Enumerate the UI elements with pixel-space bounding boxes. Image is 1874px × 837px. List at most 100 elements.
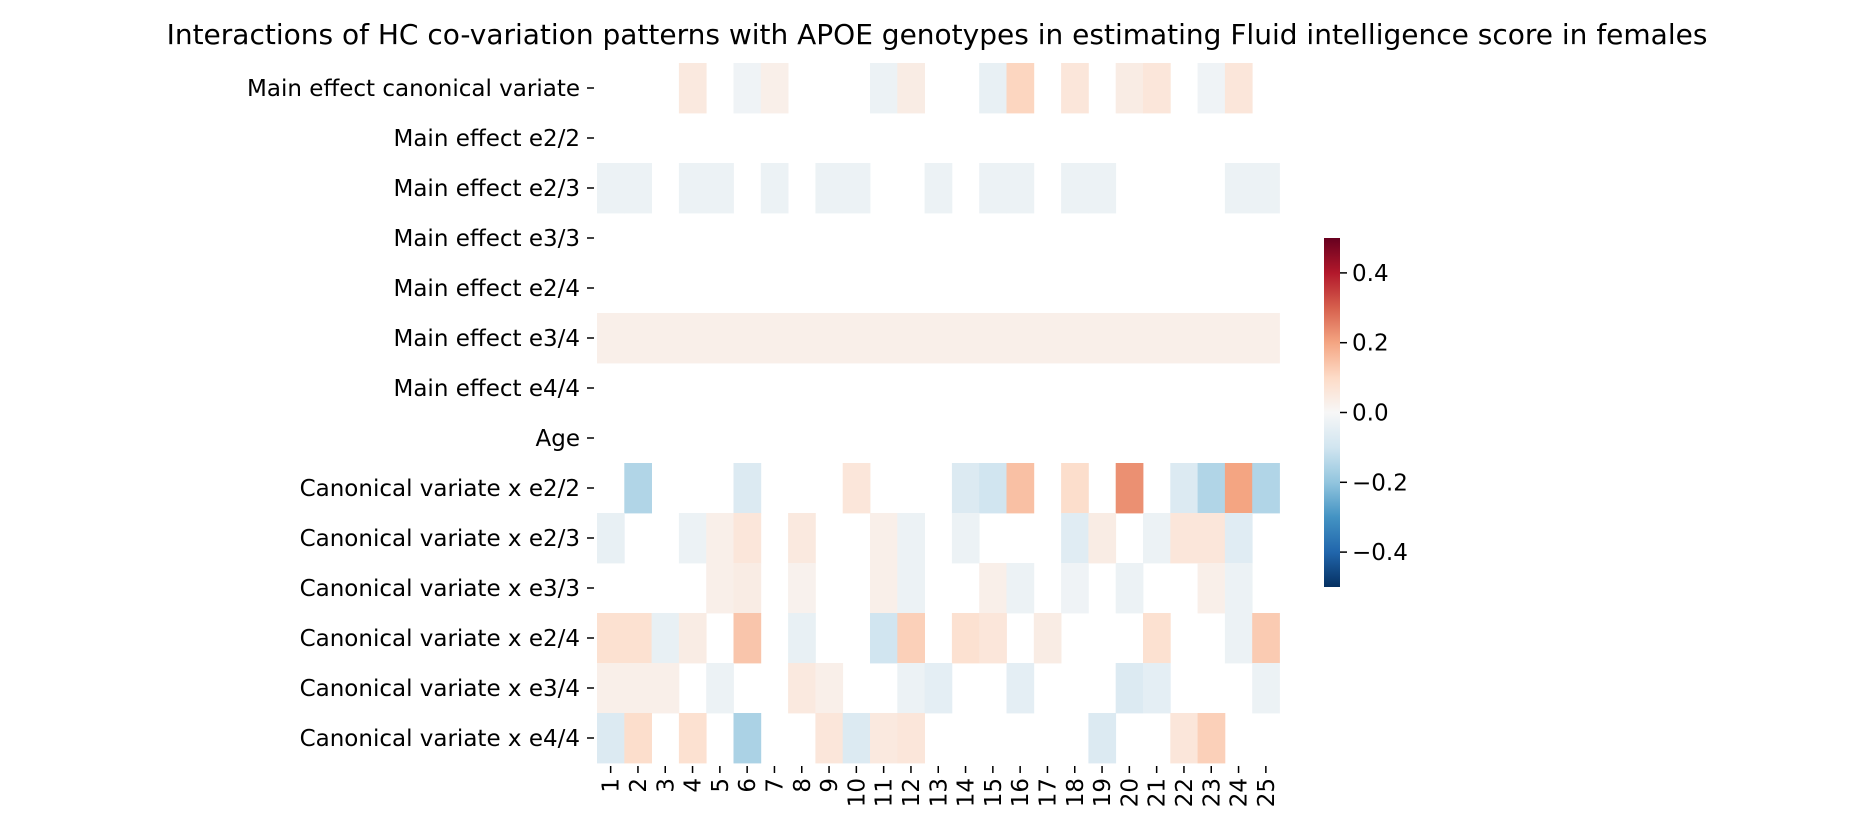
heatmap-cell — [1115, 563, 1144, 614]
heatmap-cell — [815, 713, 844, 764]
heatmap-cell — [788, 613, 816, 664]
heatmap-cell — [1061, 63, 1089, 114]
heatmap-cell — [1143, 613, 1171, 664]
heatmap-cell — [678, 513, 707, 564]
heatmap-cell — [597, 613, 625, 664]
heatmap-cell — [924, 313, 953, 364]
heatmap-cell — [733, 463, 762, 514]
heatmap-cell — [979, 163, 1007, 214]
heatmap-cell — [897, 563, 925, 614]
heatmap-cell — [1006, 313, 1035, 364]
heatmap-cell — [897, 713, 925, 764]
heatmap-cell — [979, 563, 1007, 614]
heatmap-cell — [897, 313, 925, 364]
heatmap-cell — [870, 613, 898, 664]
heatmap-cell — [1170, 513, 1198, 564]
colorbar-gradient — [1324, 238, 1340, 587]
heatmap-cell — [897, 663, 925, 714]
colorbar-tick-label: −0.4 — [1352, 540, 1408, 566]
y-tick-label: Canonical variate x e2/2 — [300, 476, 580, 502]
heatmap-cell — [1115, 663, 1144, 714]
x-tick-label: 4 — [681, 778, 707, 793]
heatmap-cell — [1088, 713, 1117, 764]
x-tick-label: 16 — [1008, 778, 1034, 807]
heatmap-cell — [1252, 463, 1280, 514]
heatmap-cell — [597, 163, 625, 214]
heatmap-cell — [1170, 713, 1198, 764]
x-tick-label: 11 — [872, 778, 898, 807]
heatmap-cell — [678, 63, 707, 114]
heatmap-cell — [842, 463, 871, 514]
heatmap-cell — [597, 513, 625, 564]
x-tick-label: 6 — [735, 778, 761, 793]
heatmap-cell — [951, 513, 980, 564]
x-tick-label: 2 — [626, 778, 652, 793]
heatmap-cells — [597, 63, 1280, 764]
heatmap-cell — [1006, 563, 1035, 614]
heatmap-cell — [1061, 513, 1089, 564]
heatmap-cell — [733, 713, 762, 764]
heatmap-cell — [651, 613, 680, 664]
heatmap-cell — [1197, 463, 1226, 514]
heatmap-cell — [1224, 313, 1253, 364]
heatmap-cell — [733, 513, 762, 564]
x-tick-label: 24 — [1227, 778, 1253, 807]
y-tick-label: Canonical variate x e4/4 — [300, 726, 580, 752]
heatmap-cell — [678, 713, 707, 764]
heatmap-cell — [1143, 663, 1171, 714]
x-tick-label: 15 — [981, 778, 1007, 807]
heatmap-cell — [1252, 163, 1280, 214]
y-tick-label: Main effect e3/3 — [393, 226, 580, 252]
x-tick-label: 12 — [899, 778, 925, 807]
heatmap-cell — [760, 63, 789, 114]
y-tick-label: Main effect e2/4 — [393, 276, 580, 302]
colorbar: 0.4 0.2 0.0 −0.2 −0.4 — [1324, 238, 1408, 587]
heatmap-cell — [1061, 563, 1089, 614]
heatmap-cell — [597, 313, 625, 364]
heatmap-cell — [1224, 63, 1253, 114]
heatmap-cell — [1061, 463, 1089, 514]
y-tick-label: Canonical variate x e2/3 — [300, 526, 580, 552]
heatmap-cell — [733, 613, 762, 664]
x-tick-label: 17 — [1035, 778, 1061, 807]
x-tick-label: 1 — [599, 778, 625, 793]
chart-title: Interactions of HC co-variation patterns… — [167, 18, 1708, 51]
x-tick-label: 8 — [790, 778, 816, 793]
heatmap-cell — [870, 63, 898, 114]
heatmap-cell — [897, 63, 925, 114]
x-tick-label: 18 — [1063, 778, 1089, 807]
y-tick-label: Canonical variate x e3/4 — [300, 676, 580, 702]
heatmap-cell — [733, 313, 762, 364]
colorbar-tick-label: 0.0 — [1352, 401, 1389, 427]
heatmap-cell — [733, 563, 762, 614]
heatmap-cell — [1143, 63, 1171, 114]
heatmap-cell — [979, 463, 1007, 514]
heatmap-cell — [1033, 313, 1062, 364]
heatmap-cell — [597, 713, 625, 764]
heatmap-cell — [678, 163, 707, 214]
heatmap-cell — [760, 313, 789, 364]
heatmap-cell — [924, 163, 953, 214]
heatmap-cell — [897, 513, 925, 564]
heatmap-cell — [1224, 513, 1253, 564]
y-tick-label: Canonical variate x e2/4 — [300, 626, 580, 652]
heatmap-cell — [1033, 613, 1062, 664]
heatmap-cell — [815, 163, 844, 214]
heatmap-cell — [624, 163, 652, 214]
heatmap-cell — [815, 663, 844, 714]
x-tick-label: 19 — [1090, 778, 1116, 807]
heatmap-cell — [651, 313, 680, 364]
heatmap-cell — [870, 313, 898, 364]
y-tick-label: Main effect e2/3 — [393, 176, 580, 202]
heatmap-cell — [1197, 513, 1226, 564]
x-tick-label: 23 — [1199, 778, 1225, 807]
heatmap-cell — [1197, 713, 1226, 764]
heatmap-cell — [706, 663, 734, 714]
heatmap-cell — [815, 313, 844, 364]
heatmap-cell — [1197, 563, 1226, 614]
heatmap-cell — [1197, 313, 1226, 364]
heatmap-cell — [1115, 63, 1144, 114]
heatmap-cell — [842, 313, 871, 364]
heatmap-cell — [788, 563, 816, 614]
